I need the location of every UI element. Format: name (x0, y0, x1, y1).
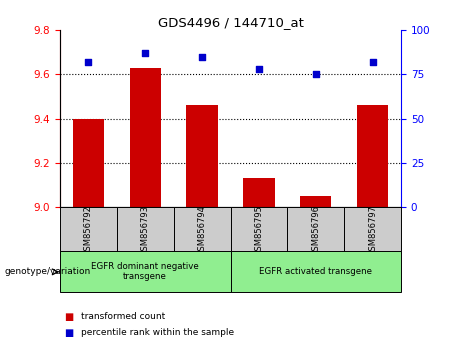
Text: genotype/variation: genotype/variation (5, 267, 91, 276)
Text: GSM856795: GSM856795 (254, 205, 263, 256)
Bar (60, 207, 117, 253)
Bar (357, 105, 388, 207)
Bar (117, 207, 174, 253)
Point (369, 59, 376, 65)
Bar (130, 68, 161, 207)
Text: ■: ■ (65, 328, 74, 338)
Bar (230, 207, 287, 253)
Text: EGFR activated transgene: EGFR activated transgene (259, 267, 372, 276)
Bar (344, 207, 401, 253)
Text: GSM856797: GSM856797 (368, 205, 377, 256)
Bar (287, 207, 344, 253)
Point (198, 54, 206, 59)
Bar (186, 105, 218, 207)
Bar (230, 251, 401, 292)
Bar (73, 119, 104, 207)
Text: GSM856792: GSM856792 (84, 205, 93, 256)
Bar (174, 207, 230, 253)
Text: transformed count: transformed count (81, 312, 165, 321)
Point (85, 59, 92, 65)
Point (255, 66, 263, 72)
Title: GDS4496 / 144710_at: GDS4496 / 144710_at (158, 16, 303, 29)
Bar (300, 196, 331, 207)
Text: GSM856796: GSM856796 (311, 205, 320, 256)
Bar (60, 251, 230, 292)
Text: GSM856793: GSM856793 (141, 205, 150, 256)
Point (142, 50, 149, 56)
Text: ■: ■ (65, 312, 74, 322)
Text: EGFR dominant negative
transgene: EGFR dominant negative transgene (91, 262, 199, 281)
Bar (243, 178, 275, 207)
Text: GSM856794: GSM856794 (198, 205, 207, 256)
Text: percentile rank within the sample: percentile rank within the sample (81, 328, 234, 337)
Point (312, 72, 319, 77)
